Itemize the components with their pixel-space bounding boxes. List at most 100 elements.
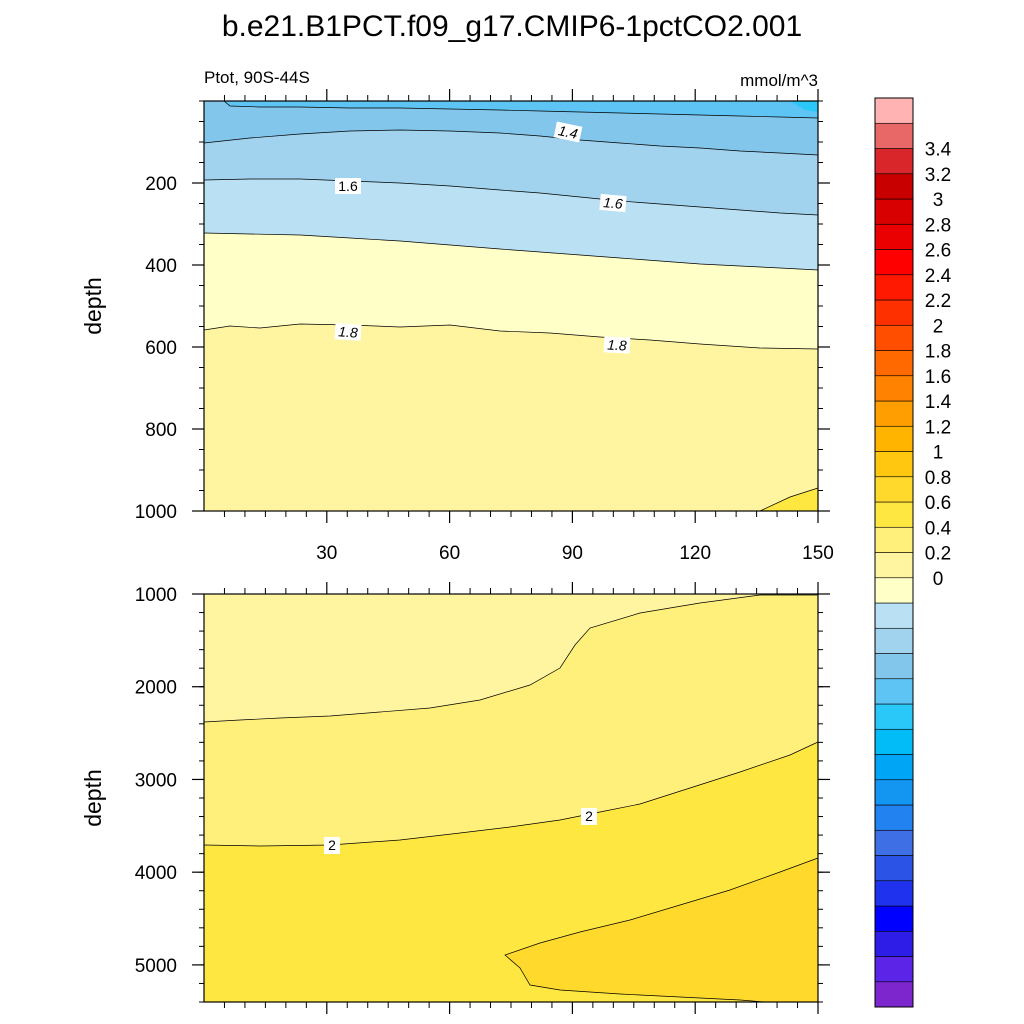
left-string: Ptot, 90S-44S [204,68,310,87]
colorbar-swatch [874,930,914,957]
colorbar-label: 2.6 [925,241,951,262]
colorbar-label: 2.4 [925,266,952,287]
y-tick-label: 5000 [135,956,177,977]
contour-labels: 1.4 1.6 1.6 1.8 1.8 2 2 [324,121,631,854]
colorbar-swatch [874,324,914,351]
colorbar-label: 3 [933,190,944,211]
colorbar-swatch [874,526,914,553]
contour-label: 1.6 [603,194,624,212]
colorbar-label: 0.6 [925,493,951,514]
contour-label: 1.6 [338,178,358,194]
colorbar-swatch [874,829,914,856]
colorbar-swatch [874,602,914,629]
y-tick-label: 1000 [135,502,177,523]
upper-fill-c15 [204,101,818,155]
colorbar-label: 2 [933,316,944,337]
lower-fill-c22 [505,858,818,1002]
lower-panel-fills [203,594,819,1003]
upper-fill-top [790,101,818,112]
colorbar-label: 2.2 [925,291,951,312]
colorbar-label: 1.2 [925,417,951,438]
y-tick-label: 800 [145,420,177,441]
colorbar-swatch [874,956,914,983]
lower-ylabel: depth [80,769,106,827]
y-tick-label: 3000 [135,770,177,791]
contour-label-box [324,837,340,854]
colorbar-swatch [874,274,914,301]
colorbar-swatch [874,148,914,175]
colorbar-swatch [874,905,914,932]
colorbar-swatch [874,981,914,1008]
contour-label-box [334,323,362,341]
x-tick-label: 90 [562,543,583,564]
colorbar-swatch [874,552,914,579]
upper-fill-c14 [224,101,818,118]
lower-contour-line [504,857,819,1003]
colorbar: 3.4 3.2 3 2.8 2.6 2.4 2.2 2 1.8 1.6 1.4 1.2 1 0.8 0.6 0… [874,97,952,1008]
colorbar-swatch [874,425,914,452]
contour-label-box [581,808,597,825]
colorbar-swatch [874,97,914,124]
x-tick-label: 150 [802,543,834,564]
colorbar-label: 1.8 [925,342,951,363]
colorbar-frame [874,97,914,1008]
upper-ylabel: depth [80,277,106,335]
colorbar-swatch [874,122,914,149]
colorbar-swatch [874,703,914,730]
upper-panel-fills [203,100,819,512]
colorbar-swatch [874,173,914,200]
colorbar-label: 3.2 [925,165,951,186]
colorbar-swatch [874,451,914,478]
colorbar-label: 3.4 [925,140,952,161]
colorbar-swatch [874,779,914,806]
colorbar-swatch [874,375,914,402]
colorbar-label: 1.4 [925,392,952,413]
colorbar-label: 2.8 [925,215,951,236]
chart-title: b.e21.B1PCT.f09_g17.CMIP6-1pctCO2.001 [222,10,802,43]
contour-label: 1.8 [338,323,359,340]
upper-contour-line [203,129,819,156]
colorbar-swatch [874,855,914,882]
upper-contour-line [223,100,819,119]
axes: 200 400 600 800 1000 30 60 90 120 150 1000 2000 3000… [135,89,834,1014]
upper-contour-line [203,178,819,216]
upper-contour-line [203,323,819,350]
colorbar-label: 1.6 [925,367,951,388]
y-tick-label: 400 [145,256,177,277]
contour-label-box [599,193,627,213]
colorbar-swatch [874,501,914,528]
contour-label-box [553,121,583,143]
colorbar-label: 0 [933,569,944,590]
colorbar-swatch [874,653,914,680]
upper-fill-c19 [204,324,818,511]
colorbar-swatch [874,728,914,755]
colorbar-swatch [874,880,914,907]
colorbar-label: 0.4 [925,518,952,539]
colorbar-swatch [874,198,914,225]
x-tick-label: 120 [679,543,711,564]
contour-label: 2 [585,808,593,824]
colorbar-swatch [874,804,914,831]
upper-fill-bottom-corner [760,488,818,511]
x-tick-label: 60 [439,543,460,564]
colorbar-swatch [874,350,914,377]
colorbar-label: 0.2 [925,544,951,565]
colorbar-swatch [874,299,914,326]
colorbar-swatch [874,223,914,250]
y-tick-label: 1000 [135,585,177,606]
upper-contour-line [759,487,819,512]
lower-contour-line [203,594,818,723]
contour-label-box [603,336,631,354]
contour-label: 1.8 [607,337,627,354]
lower-fill-c19 [204,594,818,722]
x-tick-label: 30 [316,543,337,564]
contour-label: 1.4 [557,122,580,142]
colorbar-swatch [874,249,914,276]
colorbar-swatch [874,754,914,781]
y-tick-label: 4000 [135,863,177,884]
upper-contour-line [203,232,819,271]
colorbar-swatch [874,678,914,705]
y-tick-label: 2000 [135,678,177,699]
y-tick-label: 200 [145,174,177,195]
